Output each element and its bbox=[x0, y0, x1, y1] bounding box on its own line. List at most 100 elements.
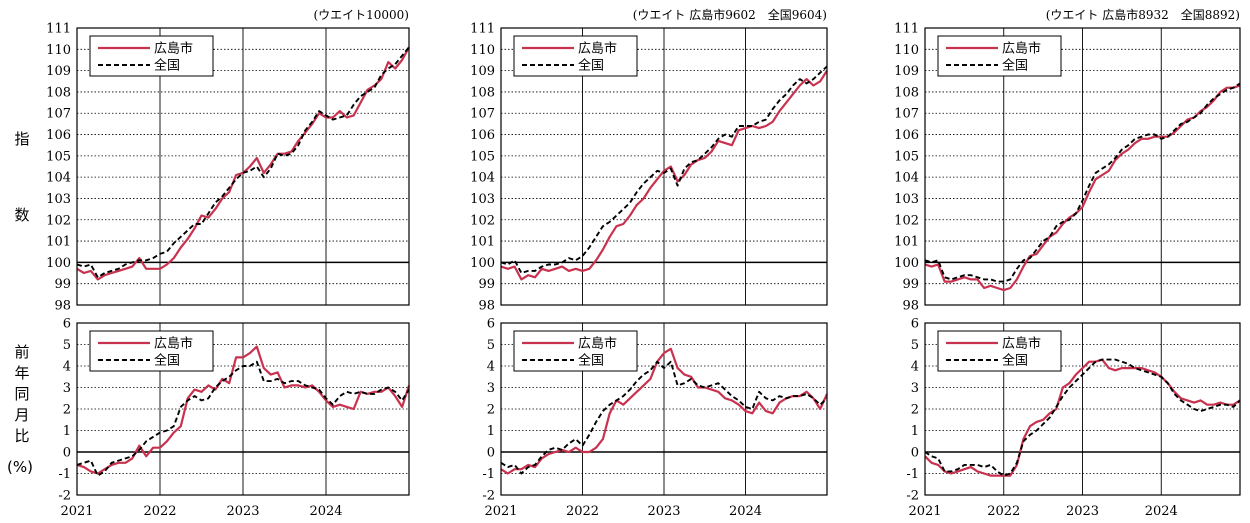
series-national-line bbox=[76, 360, 410, 477]
y-tick-label: 100 bbox=[894, 256, 919, 271]
y-tick-label: 3 bbox=[911, 381, 919, 396]
yoy-axis-unit: (%) bbox=[7, 458, 33, 476]
index-chart: 98 99 100 101 102 103 104 105 106 107 108 109 110 111… bbox=[470, 22, 828, 314]
y-tick-label: 98 bbox=[478, 299, 495, 314]
y-tick-label: 110 bbox=[894, 43, 919, 58]
y-tick-label: 111 bbox=[46, 22, 71, 37]
plot-frame bbox=[76, 322, 410, 496]
y-tick-label: 101 bbox=[46, 235, 71, 250]
series-national-line bbox=[76, 46, 410, 279]
series-hiroshima-line bbox=[76, 345, 411, 475]
plot-frame bbox=[500, 322, 828, 496]
x-tick-label: 2024 bbox=[309, 504, 342, 519]
y-tick-label: -1 bbox=[482, 467, 495, 482]
y-tick-label: 4 bbox=[487, 360, 495, 375]
y-tick-label: 107 bbox=[470, 107, 495, 122]
y-tick-label: 102 bbox=[46, 213, 71, 228]
plot-frame bbox=[924, 322, 1241, 496]
panel-all-items: 9899100101102103104105106107108109110111… bbox=[46, 8, 411, 519]
y-tick-label: 98 bbox=[54, 299, 71, 314]
y-tick-label: -1 bbox=[58, 467, 71, 482]
y-tick-label: 111 bbox=[894, 22, 919, 37]
yoy-axis-title-char: 月 bbox=[14, 406, 29, 424]
series-national-line bbox=[924, 82, 1241, 283]
panel-excluding-fresh-food: 9899100101102103104105106107108109110111… bbox=[470, 7, 829, 519]
y-tick-label: 108 bbox=[470, 85, 495, 100]
y-tick-label: 103 bbox=[894, 192, 919, 207]
y-tick-label: 0 bbox=[487, 446, 495, 461]
y-tick-label: 105 bbox=[894, 149, 919, 164]
index-chart: 98 99 100 101 102 103 104 105 106 107 108 109 110 111… bbox=[46, 22, 410, 314]
x-tick-label: 2023 bbox=[1066, 504, 1099, 519]
legend-label: 全国 bbox=[1002, 353, 1028, 369]
y-tick-label: 3 bbox=[487, 381, 495, 396]
legend-label: 広島市 bbox=[578, 41, 617, 57]
y-tick-label: -2 bbox=[58, 489, 71, 504]
legend-label: 全国 bbox=[1002, 58, 1028, 74]
y-tick-label: 4 bbox=[63, 360, 71, 375]
y-tick-label: 2 bbox=[911, 403, 919, 418]
y-tick-label: 111 bbox=[470, 22, 495, 37]
y-tick-label: 5 bbox=[487, 338, 495, 353]
legend-box bbox=[513, 35, 638, 77]
x-tick-label: 2024 bbox=[729, 504, 762, 519]
y-tick-label: 107 bbox=[894, 107, 919, 122]
y-tick-label: 1 bbox=[487, 424, 495, 439]
y-tick-label: 105 bbox=[46, 149, 71, 164]
weight-note: (ウエイト 広島市9602 全国9604) bbox=[633, 7, 827, 22]
y-tick-label: 6 bbox=[487, 317, 495, 332]
y-tick-label: 5 bbox=[911, 338, 919, 353]
y-tick-label: 101 bbox=[470, 235, 495, 250]
x-tick-label: 2022 bbox=[566, 504, 599, 519]
y-tick-label: 108 bbox=[46, 85, 71, 100]
y-tick-label: 107 bbox=[46, 107, 71, 122]
y-tick-label: 104 bbox=[46, 171, 71, 186]
y-tick-label: 106 bbox=[470, 128, 495, 143]
legend-label: 広島市 bbox=[578, 336, 617, 352]
legend-box bbox=[937, 330, 1062, 372]
series-national-line bbox=[924, 358, 1241, 477]
y-tick-label: 1 bbox=[911, 424, 919, 439]
y-tick-label: 0 bbox=[63, 446, 71, 461]
y-tick-label: 3 bbox=[63, 381, 71, 396]
index-chart: 98 99 100 101 102 103 104 105 106 107 108 109 110 111… bbox=[894, 22, 1241, 314]
y-tick-label: 100 bbox=[46, 256, 71, 271]
legend-box bbox=[89, 330, 214, 372]
series-hiroshima-line bbox=[500, 70, 828, 281]
y-tick-label: -2 bbox=[482, 489, 495, 504]
legend-label: 広島市 bbox=[154, 336, 193, 352]
y-tick-label: 101 bbox=[894, 235, 919, 250]
y-tick-label: 105 bbox=[470, 149, 495, 164]
y-tick-label: 6 bbox=[911, 317, 919, 332]
y-tick-label: 102 bbox=[894, 213, 919, 228]
x-tick-label: 2023 bbox=[226, 504, 259, 519]
index-axis-title-char: 指 bbox=[14, 130, 29, 148]
y-tick-label: 103 bbox=[46, 192, 71, 207]
legend-box bbox=[89, 35, 214, 77]
y-tick-label: 99 bbox=[902, 277, 919, 292]
y-tick-label: 5 bbox=[63, 338, 71, 353]
y-tick-label: 109 bbox=[46, 64, 71, 79]
y-tick-label: 4 bbox=[911, 360, 919, 375]
y-tick-label: 0 bbox=[911, 446, 919, 461]
x-tick-label: 2024 bbox=[1145, 504, 1178, 519]
plot-frame bbox=[924, 27, 1241, 306]
y-tick-label: 100 bbox=[470, 256, 495, 271]
y-tick-label: 109 bbox=[894, 64, 919, 79]
x-tick-label: 2021 bbox=[908, 504, 941, 519]
index-axis-title-char: 数 bbox=[14, 206, 29, 224]
weight-note: (ウエイト10000) bbox=[313, 8, 409, 22]
x-tick-label: 2022 bbox=[987, 504, 1020, 519]
y-tick-label: 104 bbox=[470, 171, 495, 186]
x-tick-label: 2021 bbox=[60, 504, 93, 519]
yoy-axis-title-char: 比 bbox=[14, 427, 29, 445]
y-tick-label: 6 bbox=[63, 317, 71, 332]
y-tick-label: 103 bbox=[470, 192, 495, 207]
y-tick-label: -2 bbox=[906, 489, 919, 504]
series-hiroshima-line bbox=[924, 84, 1241, 292]
legend-label: 全国 bbox=[154, 353, 180, 369]
y-tick-label: 2 bbox=[487, 403, 495, 418]
legend-label: 広島市 bbox=[154, 41, 193, 57]
